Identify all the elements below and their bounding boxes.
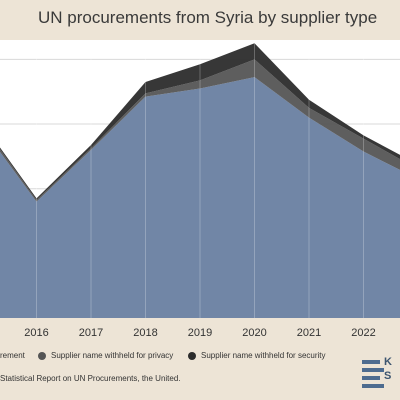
x-tick-label: 2016 xyxy=(24,327,48,339)
chart-title: UN procurements from Syria by supplier t… xyxy=(38,8,378,27)
logo: K S xyxy=(362,356,400,392)
legend-dot-privacy xyxy=(38,351,46,360)
x-tick-label: 2022 xyxy=(351,327,375,339)
legend: rement Supplier name withheld for privac… xyxy=(0,351,400,365)
area-series-0 xyxy=(0,77,400,318)
logo-bar xyxy=(362,376,380,380)
legend-dot-security xyxy=(188,351,196,360)
legend-label-named: rement xyxy=(0,351,25,360)
legend-label-privacy: Supplier name withheld for privacy xyxy=(51,351,174,360)
x-tick-label: 2021 xyxy=(297,327,321,339)
area-series-2 xyxy=(0,43,400,201)
logo-bar xyxy=(362,368,384,372)
logo-bar xyxy=(362,384,384,388)
legend-item-named: rement xyxy=(0,351,25,360)
logo-text-top: K xyxy=(384,356,392,368)
legend-item-privacy: Supplier name withheld for privacy xyxy=(38,351,173,360)
area-series-1 xyxy=(0,59,400,202)
x-tick-label: 2018 xyxy=(133,327,157,339)
legend-item-security: Supplier name withheld for security xyxy=(188,351,326,360)
plot-group xyxy=(0,40,400,318)
logo-bar xyxy=(362,360,380,364)
source-note: Statistical Report on UN Procurements, t… xyxy=(0,374,181,383)
logo-text-bottom: S xyxy=(384,370,392,382)
x-tick-label: 2020 xyxy=(242,327,266,339)
x-tick-label: 2019 xyxy=(188,327,212,339)
legend-label-security: Supplier name withheld for security xyxy=(201,351,326,360)
x-tick-label: 2017 xyxy=(79,327,103,339)
